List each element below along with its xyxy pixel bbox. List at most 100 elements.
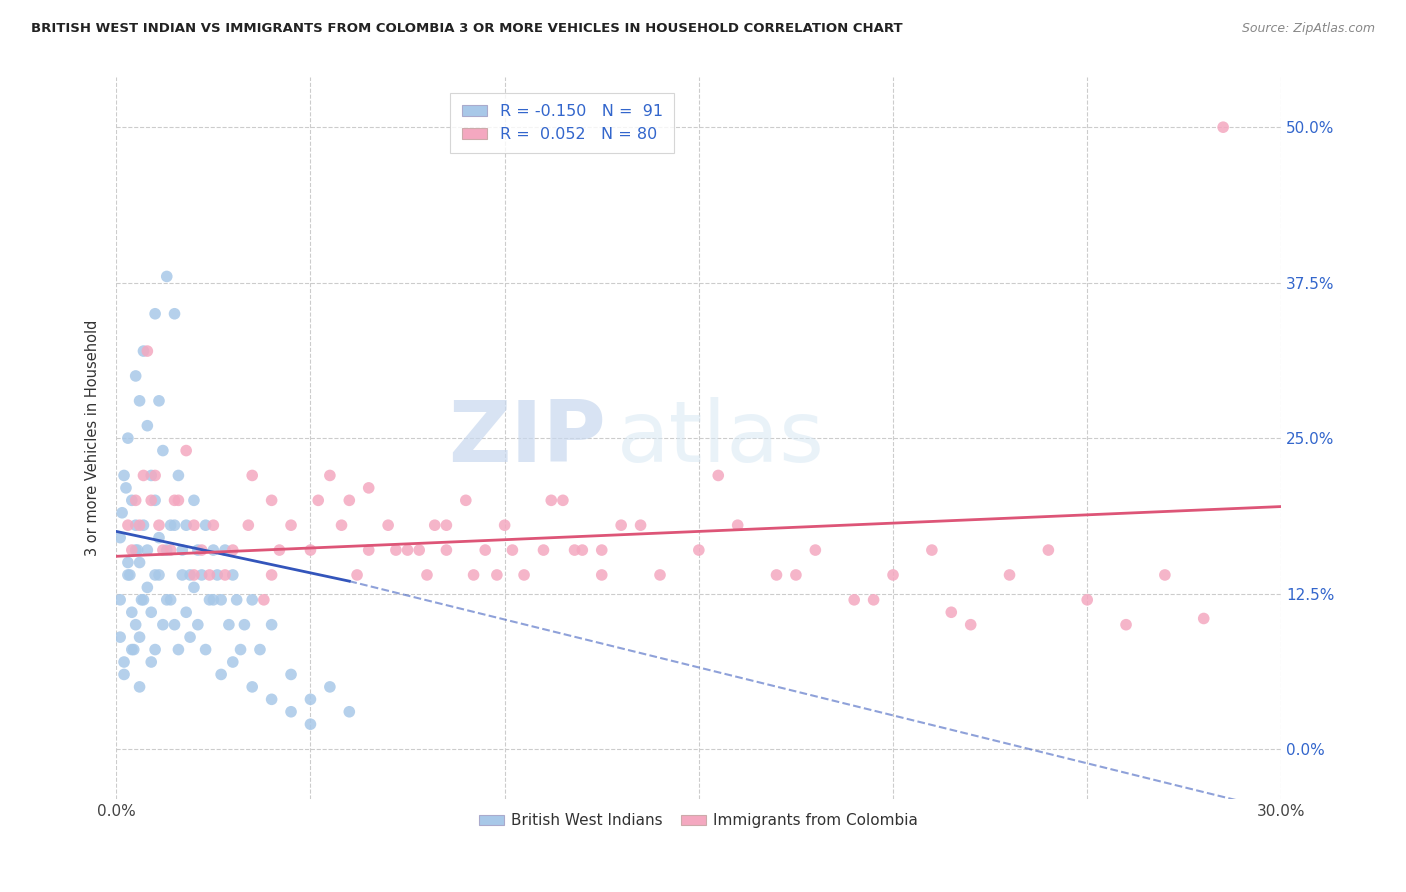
- Point: [115, 481, 138, 495]
- Point: [128, 393, 150, 408]
- Point: [156, 543, 179, 558]
- Point: [148, 393, 170, 408]
- Point: [688, 543, 710, 558]
- Point: [163, 518, 186, 533]
- Point: [202, 592, 225, 607]
- Point: [125, 368, 148, 383]
- Point: [121, 605, 143, 619]
- Point: [238, 518, 260, 533]
- Point: [209, 592, 232, 607]
- Point: [174, 605, 197, 619]
- Point: [229, 642, 252, 657]
- Point: [141, 493, 163, 508]
- Point: [416, 568, 439, 582]
- Point: [128, 556, 150, 570]
- Point: [128, 630, 150, 644]
- Point: [225, 592, 247, 607]
- Point: [183, 518, 205, 533]
- Point: [959, 617, 981, 632]
- Point: [222, 655, 245, 669]
- Point: [136, 543, 159, 558]
- Point: [121, 493, 143, 508]
- Point: [198, 592, 221, 607]
- Point: [785, 568, 807, 582]
- Point: [112, 468, 135, 483]
- Point: [707, 468, 730, 483]
- Point: [337, 705, 360, 719]
- Point: [108, 531, 131, 545]
- Point: [533, 543, 555, 558]
- Point: [128, 518, 150, 533]
- Point: [377, 518, 399, 533]
- Point: [1038, 543, 1060, 558]
- Point: [485, 568, 508, 582]
- Point: [156, 269, 179, 284]
- Point: [141, 468, 163, 483]
- Point: [111, 506, 134, 520]
- Point: [551, 493, 574, 508]
- Point: [125, 518, 148, 533]
- Point: [434, 518, 457, 533]
- Point: [148, 568, 170, 582]
- Point: [280, 667, 302, 681]
- Point: [132, 592, 155, 607]
- Point: [187, 543, 209, 558]
- Point: [423, 518, 446, 533]
- Point: [159, 592, 181, 607]
- Point: [172, 543, 194, 558]
- Point: [921, 543, 943, 558]
- Point: [183, 493, 205, 508]
- Point: [152, 617, 174, 632]
- Legend: British West Indians, Immigrants from Colombia: British West Indians, Immigrants from Co…: [474, 807, 925, 835]
- Point: [163, 617, 186, 632]
- Point: [143, 493, 166, 508]
- Point: [564, 543, 586, 558]
- Point: [143, 468, 166, 483]
- Point: [260, 617, 283, 632]
- Point: [299, 692, 322, 706]
- Text: atlas: atlas: [617, 397, 825, 480]
- Point: [136, 418, 159, 433]
- Point: [249, 642, 271, 657]
- Point: [163, 493, 186, 508]
- Point: [156, 592, 179, 607]
- Point: [240, 592, 263, 607]
- Point: [299, 717, 322, 731]
- Point: [194, 642, 217, 657]
- Point: [222, 543, 245, 558]
- Point: [148, 531, 170, 545]
- Point: [337, 493, 360, 508]
- Point: [183, 581, 205, 595]
- Point: [474, 543, 496, 558]
- Point: [1154, 568, 1177, 582]
- Point: [121, 543, 143, 558]
- Point: [727, 518, 749, 533]
- Text: BRITISH WEST INDIAN VS IMMIGRANTS FROM COLOMBIA 3 OR MORE VEHICLES IN HOUSEHOLD : BRITISH WEST INDIAN VS IMMIGRANTS FROM C…: [31, 22, 903, 36]
- Point: [117, 518, 139, 533]
- Point: [167, 642, 190, 657]
- Point: [136, 581, 159, 595]
- Point: [117, 556, 139, 570]
- Point: [648, 568, 671, 582]
- Point: [125, 543, 148, 558]
- Point: [143, 568, 166, 582]
- Point: [131, 592, 153, 607]
- Point: [240, 468, 263, 483]
- Point: [118, 568, 141, 582]
- Point: [163, 307, 186, 321]
- Point: [862, 592, 884, 607]
- Point: [280, 705, 302, 719]
- Point: [501, 543, 523, 558]
- Point: [513, 568, 536, 582]
- Point: [190, 543, 212, 558]
- Point: [117, 431, 139, 445]
- Point: [108, 630, 131, 644]
- Point: [125, 617, 148, 632]
- Point: [202, 518, 225, 533]
- Point: [253, 592, 276, 607]
- Point: [571, 543, 593, 558]
- Point: [610, 518, 633, 533]
- Point: [132, 518, 155, 533]
- Point: [346, 568, 368, 582]
- Point: [307, 493, 329, 508]
